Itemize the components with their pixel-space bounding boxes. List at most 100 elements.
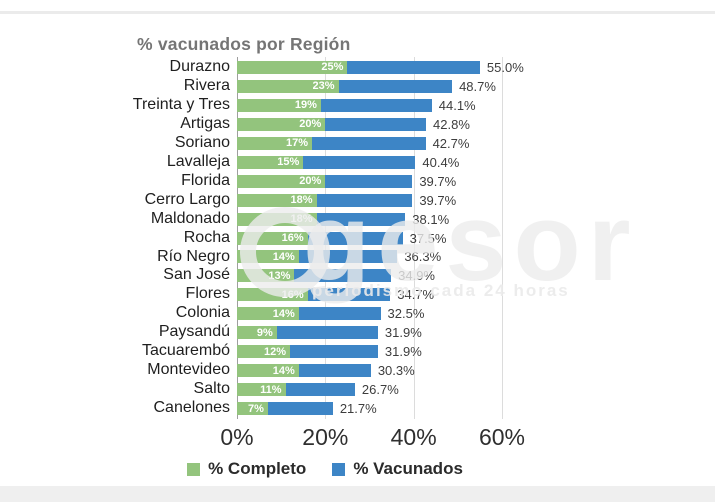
vacunados-total-label: 30.3% (377, 363, 415, 379)
vacunados-total-label: 55.0% (486, 59, 524, 75)
vacunados-total-label: 31.9% (384, 344, 422, 360)
completo-bar-segment: 14% (237, 307, 299, 321)
bar-row: Florida 20% 39.7% (0, 172, 715, 191)
vacunados-total-label: 40.4% (422, 154, 460, 170)
region-label: Salto (193, 380, 230, 398)
completo-value-label: 19% (294, 99, 317, 112)
completo-bar-segment: 18% (237, 212, 317, 226)
legend-label: % Vacunados (353, 459, 463, 478)
stacked-bar: 19% 44.1% (237, 98, 476, 113)
stacked-bar: 14% 32.5% (237, 306, 424, 321)
bar-row: Soriano 17% 42.7% (0, 134, 715, 153)
bar-row: Artigas 20% 42.8% (0, 115, 715, 134)
vacunados-bar-segment (347, 60, 480, 74)
region-label: Colonia (175, 304, 230, 322)
vacunados-bar-segment (307, 288, 391, 302)
vacunados-bar-segment (298, 307, 381, 321)
vacunados-bar-segment (267, 402, 333, 416)
region-label: Lavalleja (166, 152, 230, 170)
bar-row: Tacuarembó 12% 31.9% (0, 342, 715, 361)
vacunados-total-label: 36.3% (404, 249, 442, 265)
vacunados-bar-segment (294, 269, 392, 283)
bar-row: Paysandú 9% 31.9% (0, 323, 715, 342)
stacked-bar: 18% 39.7% (237, 192, 457, 208)
vacunados-total-label: 48.7% (459, 78, 496, 94)
completo-bar-segment: 20% (237, 174, 326, 188)
vacunados-bar-segment (276, 326, 378, 340)
stacked-bar: 14% 30.3% (237, 363, 415, 379)
x-axis-tick-label: 0% (220, 424, 254, 450)
completo-value-label: 18% (290, 194, 313, 207)
stacked-bar: 23% 48.7% (237, 78, 496, 94)
stacked-bar: 7% 21.7% (237, 401, 377, 417)
completo-value-label: 13% (268, 269, 291, 282)
completo-bar-segment: 12% (237, 345, 290, 359)
completo-value-label: 25% (321, 61, 344, 74)
completo-value-label: 15% (277, 156, 300, 169)
stacked-bar: 9% 31.9% (237, 325, 422, 340)
completo-bar-segment: 16% (237, 288, 308, 302)
gridline (502, 57, 503, 419)
vacunados-total-label: 42.8% (433, 116, 470, 132)
completo-bar-segment: 16% (237, 231, 308, 245)
vacunados-total-label: 38.1% (412, 211, 450, 227)
completo-bar-segment: 14% (237, 364, 299, 378)
vacunados-total-label: 34.7% (397, 287, 435, 303)
bar-row: Canelones 7% 21.7% (0, 399, 715, 418)
bar-row: Lavalleja 15% 40.4% (0, 153, 715, 172)
bar-row: Durazno 25% 55.0% (0, 58, 715, 77)
region-label: Durazno (169, 58, 230, 75)
vacunados-bar-segment (290, 345, 378, 359)
x-axis-tick-label: 20% (302, 424, 349, 450)
stacked-bar: 20% 39.7% (237, 174, 456, 189)
vacunados-bar-segment (325, 117, 427, 131)
stacked-bar: 20% 42.8% (237, 116, 470, 132)
vacunados-bar-segment (312, 136, 426, 150)
bar-row: Colonia 14% 32.5% (0, 304, 715, 323)
stacked-bar: 16% 37.5% (237, 231, 446, 246)
stacked-bar: 17% 42.7% (237, 135, 470, 151)
x-axis-tick-label: 60% (478, 424, 526, 450)
vacunados-total-label: 39.7% (419, 192, 457, 208)
completo-value-label: 9% (256, 326, 273, 339)
completo-value-label: 14% (272, 364, 295, 377)
vacunados-bar-segment (325, 174, 413, 188)
completo-value-label: 23% (312, 80, 335, 93)
completo-value-label: 14% (272, 307, 295, 320)
x-axis-tick-label: 40% (390, 424, 437, 450)
region-label: Florida (181, 171, 230, 189)
stacked-bar: 15% 40.4% (237, 154, 460, 170)
vacunados-legend-swatch-icon (332, 462, 346, 476)
completo-value-label: 17% (286, 137, 309, 150)
completo-value-label: 11% (260, 383, 282, 396)
vacunados-total-label: 26.7% (361, 382, 399, 398)
completo-bar-segment: 7% (237, 402, 268, 416)
region-label: Treinta y Tres (132, 95, 230, 113)
bar-row: Río Negro 14% 36.3% (0, 248, 715, 267)
vacunados-bar-segment (316, 212, 406, 226)
completo-value-label: 20% (299, 118, 322, 131)
bar-row: Rivera 23% 48.7% (0, 77, 715, 96)
completo-legend-swatch-icon (187, 462, 201, 476)
bar-row: Treinta y Tres 19% 44.1% (0, 96, 715, 115)
region-label: Rocha (183, 228, 230, 246)
region-label: Rivera (183, 76, 230, 94)
stacked-bar: 12% 31.9% (237, 344, 422, 360)
completo-bar-segment: 23% (237, 79, 339, 93)
vacunados-total-label: 21.7% (339, 401, 377, 417)
completo-bar-segment: 17% (237, 136, 313, 150)
vacunados-total-label: 42.7% (432, 135, 470, 151)
chart-title: % vacunados por Región (137, 34, 351, 54)
completo-bar-segment: 15% (237, 155, 304, 169)
region-label: Cerro Largo (144, 190, 230, 208)
completo-bar-segment: 18% (237, 193, 317, 207)
legend-item: % Vacunados (332, 459, 463, 479)
bar-row: Rocha 16% 37.5% (0, 229, 715, 248)
region-label: Soriano (174, 133, 230, 151)
bar-row: Salto 11% 26.7% (0, 380, 715, 399)
vacunados-bar-segment (316, 193, 413, 207)
bar-row: Flores 16% 34.7% (0, 285, 715, 304)
completo-bar-segment: 20% (237, 117, 326, 131)
bar-row: Montevideo 14% 30.3% (0, 361, 715, 380)
completo-bar-segment: 9% (237, 326, 277, 340)
